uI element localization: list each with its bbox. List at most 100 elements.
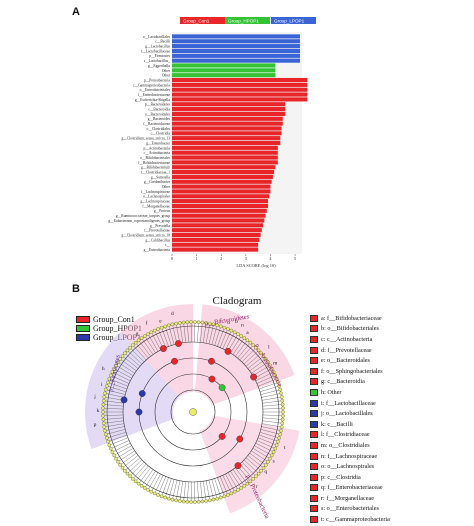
leaf-node <box>178 499 182 503</box>
bar-label: g__Gordonibacter <box>144 180 171 184</box>
leaf-node <box>174 321 178 326</box>
group-legend-label: Group_HPOP1 <box>93 324 142 333</box>
tree-branch <box>232 337 245 355</box>
tree-branch <box>179 322 183 343</box>
taxa-legend-swatch <box>310 314 318 322</box>
tree-branch <box>251 362 269 374</box>
leaf-node <box>116 460 120 464</box>
tree-branch <box>235 340 248 357</box>
tree-branch <box>168 325 175 345</box>
leaf-node <box>107 377 112 381</box>
leaf-node <box>280 398 285 403</box>
tree-branch <box>122 455 139 469</box>
tree-branch <box>144 471 156 489</box>
tree-branch <box>114 368 132 379</box>
leaf-node <box>106 439 110 444</box>
bar <box>172 218 265 223</box>
tree-branch <box>110 375 130 384</box>
taxa-legend-label: h: Other <box>321 388 342 396</box>
leaf-node <box>278 387 282 392</box>
group-legend-item-hpop1: Group_HPOP1 <box>76 324 142 333</box>
leaf-node <box>208 498 212 503</box>
tree-branch <box>211 325 218 345</box>
clade-letter: k <box>97 408 100 414</box>
leaf-node <box>266 360 270 364</box>
bar <box>172 165 276 170</box>
leaf-node <box>271 450 276 454</box>
leaf-node <box>106 380 110 385</box>
bar <box>172 194 270 199</box>
clade-node <box>236 435 244 443</box>
tree-branch <box>261 396 282 401</box>
tree-branch <box>168 479 175 499</box>
bar <box>172 73 276 78</box>
bar-label: f__Prevotellaceae <box>144 229 170 233</box>
leaf-node <box>279 391 283 396</box>
bar <box>172 189 271 194</box>
tree-branch <box>105 429 126 435</box>
bar-label: o__Lactobacillales <box>143 35 171 39</box>
bar <box>172 34 300 39</box>
tree-branch <box>103 420 124 424</box>
leaf-node <box>219 495 223 500</box>
clade-node <box>208 357 215 365</box>
bar <box>172 155 278 160</box>
bar-label: s__ <box>165 243 170 247</box>
bar <box>172 116 283 121</box>
bar-label: g__Proteus <box>154 209 171 213</box>
cladogram-title: Cladogram <box>212 295 262 307</box>
leaf-node <box>276 380 280 385</box>
tree-branch <box>239 463 254 480</box>
tree-branch <box>161 477 169 497</box>
tree-branch <box>208 324 214 344</box>
tree-branch <box>225 332 235 351</box>
bar <box>172 160 278 165</box>
bar <box>172 111 286 117</box>
taxa-legend-item: s: o__Enterobacteriales <box>310 504 470 515</box>
bar-label: c__Gammaproteobacteria <box>133 83 171 87</box>
leaf-node <box>242 484 247 488</box>
leaf-node <box>105 384 109 388</box>
leaf-node <box>110 450 115 454</box>
leaf-node <box>196 500 201 504</box>
bar <box>172 150 278 155</box>
clade-letter: p <box>94 422 97 428</box>
leaf-node <box>196 320 201 324</box>
clade-node <box>218 433 226 440</box>
tree-branch <box>249 358 266 371</box>
leaf-node <box>116 360 120 364</box>
leaf-node <box>133 340 138 345</box>
leaf-node <box>276 439 280 444</box>
bar <box>172 58 300 63</box>
leaf-node <box>101 421 106 426</box>
tree-branch <box>120 453 137 466</box>
leaf-node <box>159 494 164 499</box>
bar-label: g__Prevotella <box>150 224 170 228</box>
bar <box>172 223 264 228</box>
leaf-node <box>248 479 253 484</box>
clade-letter: t <box>284 445 286 451</box>
bar-label: f__Bacteroidaceae <box>143 122 170 126</box>
bar-label: f__Lachnospiraceae <box>141 190 170 194</box>
leaf-node <box>270 366 274 371</box>
taxa-legend-label: k: c__Bacilli <box>321 420 353 428</box>
tree-branch <box>175 323 181 344</box>
leaf-node <box>102 395 107 399</box>
tree-branch <box>262 414 283 416</box>
tree-branch <box>203 322 207 343</box>
tree-branch <box>103 414 124 416</box>
tree-branch <box>110 440 130 449</box>
taxa-legend-label: e: o__Bacteroidales <box>321 357 370 365</box>
tree-branch <box>260 389 281 395</box>
leaf-node <box>200 320 205 325</box>
tree-branch <box>115 365 134 376</box>
leaf-node <box>222 325 227 330</box>
tree-branch <box>106 432 127 439</box>
leaf-node <box>219 324 223 329</box>
panel-label-a: A <box>72 6 80 18</box>
tree-branch <box>254 445 272 456</box>
tree-branch <box>230 335 242 353</box>
tree-branch <box>129 347 145 363</box>
bar-label: c__Bacteroidia <box>148 108 170 112</box>
tree-branch <box>259 432 280 439</box>
